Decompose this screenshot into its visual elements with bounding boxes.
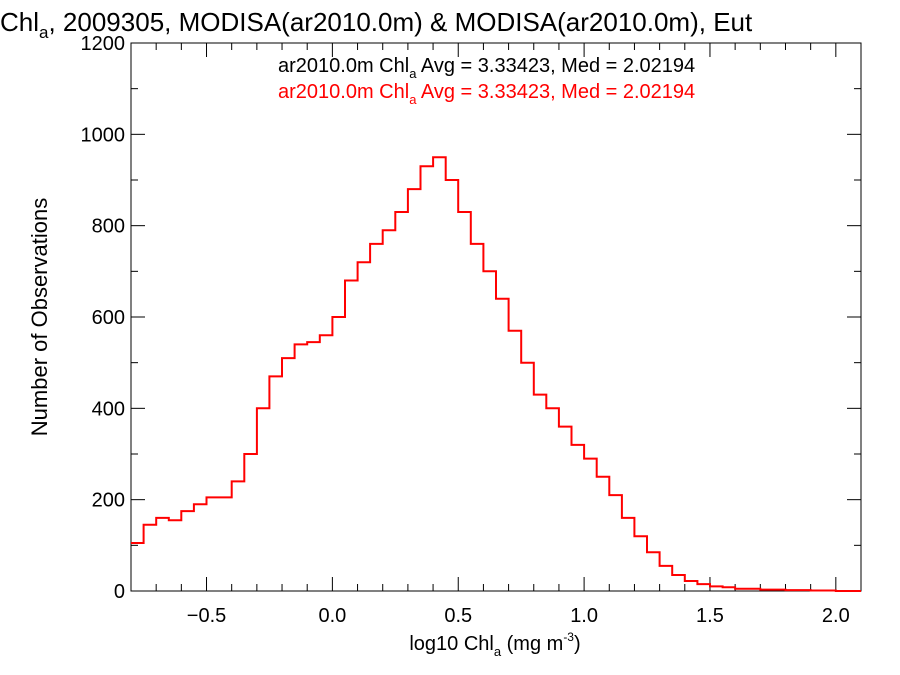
legend-entry-red: ar2010.0m Chla Avg = 3.33423, Med = 2.02…: [278, 81, 695, 107]
chart-title: Chla, 2009305, MODISA(ar2010.0m) & MODIS…: [0, 7, 753, 42]
x-axis: −0.5 0.0 0.5 1.0 1.5 2.0: [155, 43, 850, 627]
y-tick-label: 800: [92, 216, 125, 238]
x-tick-label: 2.0: [822, 605, 850, 627]
y-tick-label: 400: [92, 398, 125, 420]
plot-area: [130, 42, 862, 592]
x-tick-label: −0.5: [187, 605, 226, 627]
y-tick-label: 1000: [81, 124, 126, 146]
histogram-series: [131, 156, 861, 592]
x-axis-label: log10 Chla (mg m-3): [409, 630, 580, 659]
legend-entry-black: ar2010.0m Chla Avg = 3.33423, Med = 2.02…: [278, 55, 695, 81]
legend: ar2010.0m Chla Avg = 3.33423, Med = 2.02…: [278, 55, 695, 107]
y-axis-label: Number of Observations: [27, 198, 52, 436]
x-tick-label: 1.5: [696, 605, 724, 627]
x-tick-label: 1.0: [570, 605, 598, 627]
x-tick-label: 0.5: [444, 605, 472, 627]
histogram-line: [131, 156, 861, 592]
y-tick-label: 200: [92, 490, 125, 512]
x-tick-label: 0.0: [318, 605, 346, 627]
y-axis: 0 200 400 600 800 1000 1200: [81, 33, 861, 603]
y-tick-label: 600: [92, 307, 125, 329]
y-tick-label: 0: [114, 581, 125, 603]
y-tick-label: 1200: [81, 33, 126, 55]
